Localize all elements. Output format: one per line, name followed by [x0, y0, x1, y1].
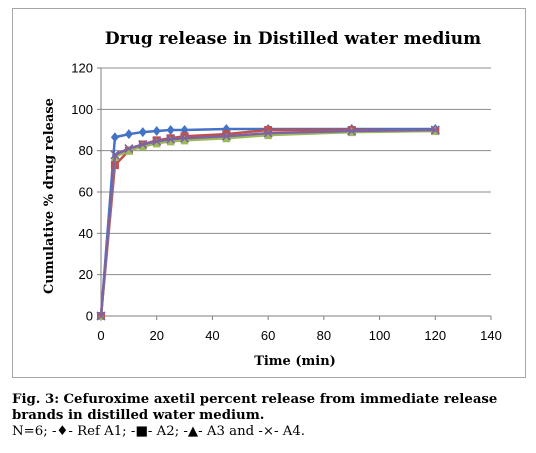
- caption-text: Cefuroxime axetil percent release from i…: [12, 392, 498, 423]
- data-point-x: [124, 144, 134, 154]
- data-point-triangle: [264, 130, 273, 140]
- data-point-x-stroke: [263, 128, 273, 138]
- data-point-x-stroke: [180, 133, 190, 143]
- series-line-1: [99, 127, 436, 317]
- data-point-x: [430, 125, 440, 135]
- x-tick-label: 40: [205, 328, 219, 343]
- data-point-triangle: [152, 138, 161, 148]
- data-point-x-stroke: [110, 150, 120, 160]
- data-point-triangle: [124, 145, 133, 155]
- x-tick-label: 0: [97, 328, 104, 343]
- data-point-x: [110, 150, 120, 160]
- data-point-triangle: [222, 133, 231, 143]
- x-tick-label: 60: [261, 328, 275, 343]
- data-point-triangle: [138, 141, 147, 151]
- x-tick-label: 120: [424, 328, 446, 343]
- data-point-square: [264, 126, 273, 134]
- data-point-x-stroke: [430, 125, 440, 135]
- data-point-x: [166, 134, 176, 144]
- grid-layer: [101, 67, 491, 276]
- data-point-x: [152, 136, 162, 146]
- series-line-3: [99, 129, 436, 317]
- x-tick-label: 20: [149, 328, 163, 343]
- data-point-x: [263, 128, 273, 138]
- y-tick-label: 80: [79, 143, 93, 158]
- y-tick-label: 120: [71, 61, 93, 76]
- data-point-x: [96, 311, 106, 321]
- data-point-x-stroke: [166, 134, 176, 144]
- data-point-x-stroke: [96, 311, 106, 321]
- figure-caption: Fig. 3: Cefuroxime axetil percent releas…: [12, 392, 527, 440]
- axis-layer: 0 20 40 60 80 100 120 0 20 40 60 80 100 120 140: [71, 61, 502, 344]
- data-point-diamond: [152, 126, 161, 137]
- data-point-x: [180, 133, 190, 143]
- data-point-x: [347, 126, 357, 136]
- data-point-x-stroke: [221, 131, 231, 141]
- caption-label: Fig. 3:: [12, 392, 60, 407]
- y-tick-label: 40: [79, 226, 93, 241]
- data-point-diamond: [166, 125, 175, 135]
- data-point-triangle: [166, 136, 175, 146]
- data-point-triangle: [180, 135, 189, 145]
- x-tick-label: 100: [369, 328, 391, 343]
- data-point-x: [138, 139, 148, 150]
- data-point-x-stroke: [347, 126, 357, 136]
- series-line-4: [99, 128, 436, 317]
- data-point-diamond: [222, 123, 231, 134]
- y-axis-title: Cumulative % drug release: [42, 98, 57, 294]
- chart-title: Drug release in Distilled water medium: [105, 29, 481, 49]
- chart-frame: Drug release in Distilled water medium 0…: [12, 8, 526, 378]
- data-point-diamond: [138, 127, 147, 138]
- y-tick-label: 100: [71, 102, 93, 117]
- y-tick-label: 0: [86, 309, 93, 324]
- data-point-x-stroke: [124, 144, 134, 154]
- caption-legend-note: N=6; -♦- Ref A1; -■- A2; -▲- A3 and -×- …: [12, 424, 306, 439]
- data-point-diamond: [110, 132, 119, 143]
- data-point-x-stroke: [152, 136, 162, 146]
- x-axis-title: Time (min): [254, 354, 336, 369]
- data-point-x: [221, 131, 231, 141]
- series-layer: [96, 123, 440, 321]
- x-tick-label: 80: [317, 328, 331, 343]
- data-point-x-stroke: [138, 139, 148, 150]
- x-tick-label: 140: [480, 328, 502, 343]
- series-line-2: [99, 128, 436, 317]
- y-tick-label: 20: [79, 267, 93, 282]
- data-point-diamond: [124, 129, 133, 140]
- chart-svg: Drug release in Distilled water medium 0…: [42, 29, 502, 369]
- y-tick-label: 60: [79, 185, 93, 200]
